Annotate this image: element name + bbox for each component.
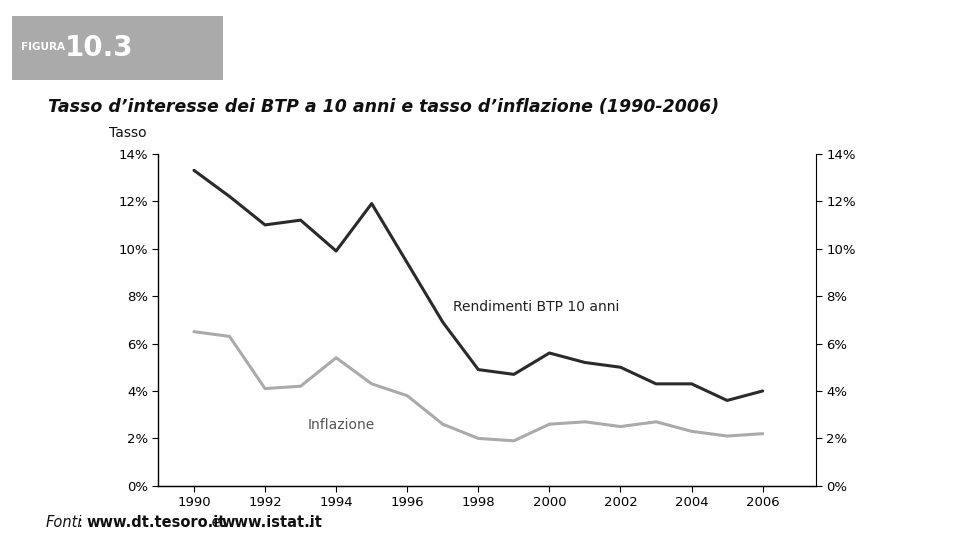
Text: Tasso d’interesse dei BTP a 10 anni e tasso d’inflazione (1990-2006): Tasso d’interesse dei BTP a 10 anni e ta… bbox=[48, 98, 719, 116]
Text: Tasso: Tasso bbox=[109, 126, 147, 141]
Text: Inflazione: Inflazione bbox=[308, 418, 375, 433]
Text: .: . bbox=[307, 515, 312, 530]
Text: www.dt.tesoro.it: www.dt.tesoro.it bbox=[86, 515, 226, 530]
Text: Fonti: Fonti bbox=[46, 515, 83, 530]
Text: FIGURA: FIGURA bbox=[21, 42, 65, 52]
Text: Rendimenti BTP 10 anni: Rendimenti BTP 10 anni bbox=[453, 300, 620, 313]
Text: 10.3: 10.3 bbox=[65, 34, 133, 63]
Text: e: e bbox=[207, 515, 226, 530]
Text: :: : bbox=[78, 515, 87, 530]
Text: www.istat.it: www.istat.it bbox=[222, 515, 323, 530]
